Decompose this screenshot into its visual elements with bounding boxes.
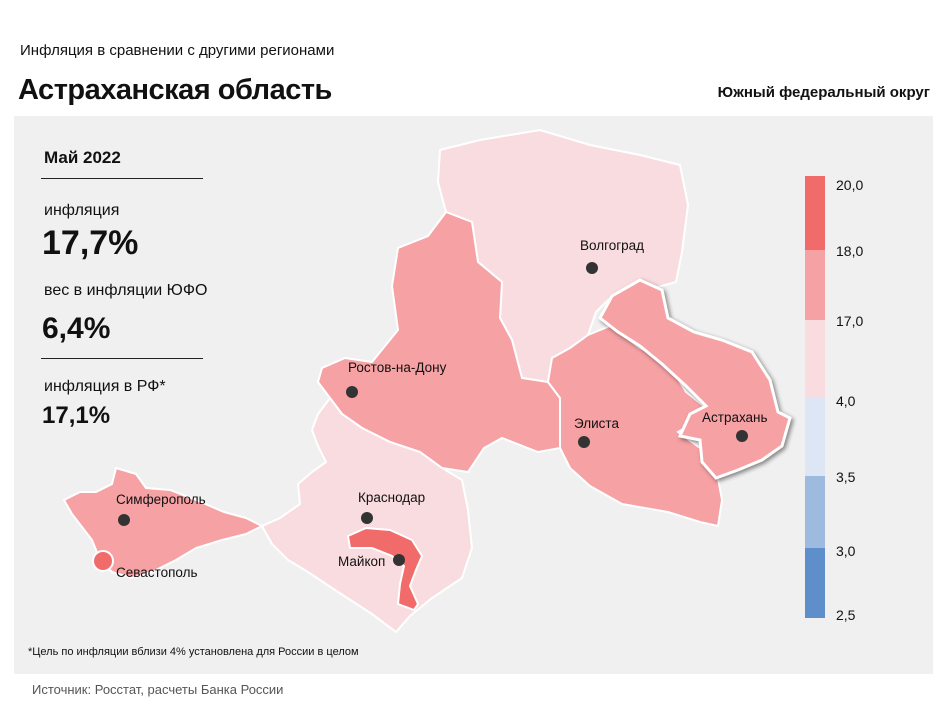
legend-tick-17: 17,0 — [836, 313, 863, 329]
legend-bin-3-35 — [805, 476, 825, 548]
city-label-rostov: Ростов-на-Дону — [348, 360, 447, 375]
source-note: Источник: Росстат, расчеты Банка России — [32, 682, 284, 697]
legend-tick-18: 18,0 — [836, 243, 863, 259]
city-label-maykop: Майкоп — [338, 554, 385, 569]
page-title: Астраханская область — [18, 74, 332, 106]
city-dot-astrakhan — [736, 430, 748, 442]
city-dot-elista — [578, 436, 590, 448]
city-label-volgograd: Волгоград — [580, 238, 644, 253]
legend-tick-25: 2,5 — [836, 607, 856, 623]
city-label-astrakhan: Астрахань — [702, 410, 768, 425]
city-dot-volgograd — [586, 262, 598, 274]
period-label: Май 2022 — [44, 148, 121, 167]
footnote: *Цель по инфляции вблизи 4% установлена … — [28, 646, 359, 658]
legend-bin-4-17 — [805, 320, 825, 398]
rf-inflation-value: 17,1% — [42, 402, 111, 429]
city-label-krasnodar: Краснодар — [358, 490, 425, 505]
legend-bin-17-18 — [805, 250, 825, 320]
legend-bin-25-3 — [805, 548, 825, 618]
rf-inflation-label: инфляция в РФ* — [44, 378, 166, 395]
inflation-value: 17,7% — [42, 224, 139, 262]
inflation-label: инфляция — [44, 202, 120, 219]
region-astrakhan[interactable] — [598, 278, 792, 480]
legend-bin-18-20 — [805, 176, 825, 250]
legend-tick-20: 20,0 — [836, 177, 863, 193]
region-adygea[interactable] — [346, 526, 424, 612]
info-block: Май 2022 инфляция 17,7% вес в инфляции Ю… — [14, 116, 244, 436]
city-label-sevastopol: Севастополь — [116, 565, 198, 580]
weight-label: вес в инфляции ЮФО — [44, 282, 208, 299]
weight-value: 6,4% — [42, 312, 111, 345]
city-label-simferopol: Симферополь — [116, 492, 206, 507]
divider-top — [41, 178, 203, 179]
region-crimea[interactable] — [62, 466, 265, 580]
divider-bottom — [41, 358, 203, 359]
subtitle: Инфляция в сравнении с другими регионами — [20, 42, 335, 59]
legend: 20,0 18,0 17,0 4,0 3,5 3,0 2,5 — [805, 176, 863, 623]
legend-tick-3: 3,0 — [836, 543, 856, 559]
city-dot-krasnodar — [361, 512, 373, 524]
city-dot-rostov — [346, 386, 358, 398]
legend-tick-35: 3,5 — [836, 469, 856, 485]
region-map: Волгоград Ростов-на-Дону Элиста Астрахан… — [62, 128, 863, 634]
legend-bin-35-4 — [805, 398, 825, 476]
legend-tick-4: 4,0 — [836, 393, 856, 409]
district-label: Южный федеральный округ — [717, 84, 930, 101]
city-label-elista: Элиста — [574, 416, 619, 431]
city-dot-maykop — [393, 554, 405, 566]
city-dot-simferopol — [118, 514, 130, 526]
region-sevastopol[interactable] — [92, 550, 114, 572]
map-panel: Волгоград Ростов-на-Дону Элиста Астрахан… — [14, 116, 933, 674]
